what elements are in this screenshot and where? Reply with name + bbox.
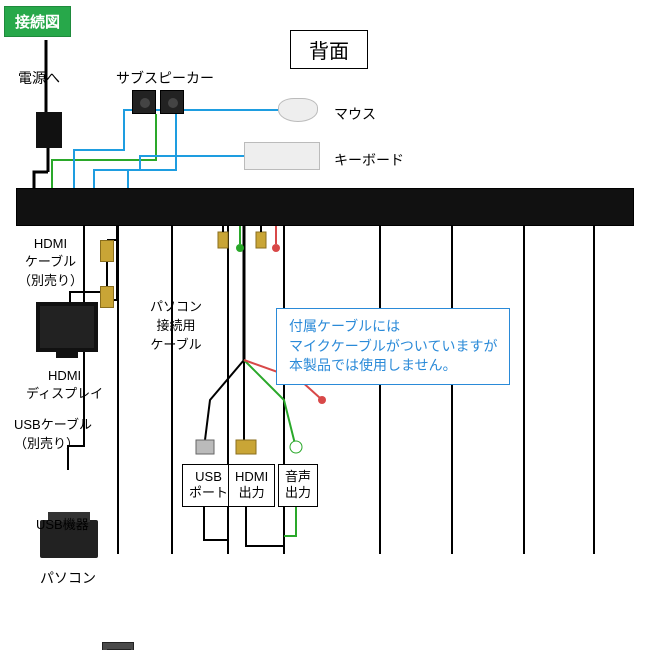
note-box: 付属ケーブルには マイクケーブルがついていますが 本製品では使用しません。	[276, 308, 510, 385]
power-adapter-icon	[36, 112, 62, 148]
label-pc: パソコン	[40, 568, 96, 588]
kvm-switch	[16, 188, 634, 226]
badge-title: 接続図	[4, 6, 71, 37]
port-hdmi: HDMI 出力	[228, 464, 275, 507]
hdmi-connector-top-icon	[100, 240, 114, 267]
port-audio: 音声 出力	[278, 464, 318, 507]
label-hdmi-display: HDMI ディスプレイ	[26, 368, 103, 402]
hdmi-connector-bot-icon	[100, 286, 114, 313]
subspeaker-icon	[132, 90, 188, 119]
mouse-icon	[278, 98, 318, 122]
label-mouse: マウス	[334, 104, 376, 124]
label-keyboard: キーボード	[334, 150, 404, 170]
label-pc-cable: パソコン 接続用 ケーブル	[150, 296, 202, 353]
label-usb-cable: USBケーブル （別売り）	[14, 414, 92, 452]
monitor-icon	[36, 302, 98, 352]
label-hdmi-cable: HDMI ケーブル （別売り）	[18, 236, 83, 289]
pc-icon	[102, 642, 134, 650]
keyboard-icon	[244, 142, 320, 170]
label-subspeaker: サブスピーカー	[116, 68, 214, 88]
rear-title: 背面	[290, 30, 368, 69]
label-usb-device: USB機器	[36, 514, 89, 533]
label-power: 電源へ	[18, 68, 60, 88]
